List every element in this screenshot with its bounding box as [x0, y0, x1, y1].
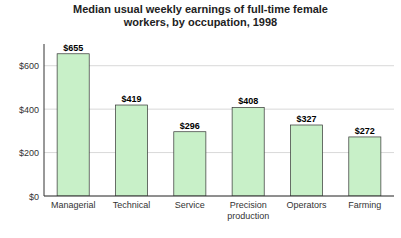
data-label: $419 [121, 94, 141, 104]
data-label: $296 [180, 121, 200, 131]
bar [232, 107, 264, 196]
y-tick-label: $0 [29, 192, 39, 202]
grid-line [44, 152, 394, 153]
bar [290, 125, 322, 196]
grid-line [44, 109, 394, 110]
bar [115, 105, 147, 196]
bar [57, 54, 89, 196]
bar [174, 132, 206, 196]
y-axis [44, 44, 45, 196]
data-label: $408 [238, 96, 258, 106]
grid-line [44, 196, 394, 197]
x-tick-label: Farming [348, 200, 381, 210]
y-tick-label: $200 [19, 148, 39, 158]
bars [57, 54, 381, 196]
x-tick-label: Service [175, 200, 205, 210]
grid [44, 66, 394, 196]
x-tick-label: Precisionproduction [227, 200, 269, 221]
bar [349, 137, 381, 196]
x-tick-label: Operators [286, 200, 327, 210]
data-label: $655 [63, 43, 83, 53]
x-tick-label: Technical [113, 200, 151, 210]
chart: Median usual weekly earnings of full-tim… [0, 0, 401, 238]
title: Median usual weekly earnings of full-tim… [73, 3, 328, 28]
data-label: $272 [355, 126, 375, 136]
grid-line [44, 65, 394, 66]
y-tick-label: $600 [19, 61, 39, 71]
y-tick-label: $400 [19, 105, 39, 115]
data-label: $327 [296, 114, 316, 124]
x-axis [44, 196, 394, 197]
x-tick-label: Managerial [51, 200, 96, 210]
